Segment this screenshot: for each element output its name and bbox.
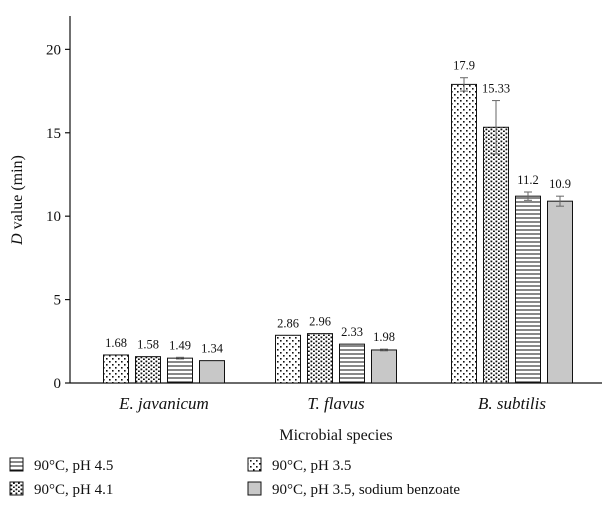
legend-label: 90°C, pH 3.5, sodium benzoate xyxy=(272,482,460,498)
legend-label: 90°C, pH 4.1 xyxy=(34,482,113,498)
data-label: 1.34 xyxy=(201,342,224,356)
data-label: 10.9 xyxy=(549,177,571,191)
legend-swatch xyxy=(9,457,24,472)
bar xyxy=(547,200,573,384)
x-category-label: T. flavus xyxy=(307,394,365,413)
y-axis-title-rest: value (min) xyxy=(9,155,26,233)
x-category-labels: E. javanicum T. flavus B. subtilis xyxy=(118,394,546,413)
y-tick-label: 5 xyxy=(54,293,62,309)
y-tick-label: 10 xyxy=(46,209,61,225)
x-axis-title: Microbial species xyxy=(279,427,392,444)
bar xyxy=(275,334,301,384)
data-label: 17.9 xyxy=(453,59,475,73)
data-label: 11.2 xyxy=(517,173,538,187)
bar xyxy=(135,356,161,384)
data-label: 2.33 xyxy=(341,325,363,339)
x-category-label: E. javanicum xyxy=(118,394,209,413)
legend-label: 90°C, pH 3.5 xyxy=(272,458,351,474)
y-tick-label: 0 xyxy=(54,376,62,392)
data-label: 1.68 xyxy=(105,336,127,350)
data-label: 15.33 xyxy=(482,82,510,96)
data-label: 2.96 xyxy=(309,315,331,329)
y-ticks: 0 5 10 15 20 xyxy=(46,42,70,392)
y-axis-title-italic: D xyxy=(9,233,26,246)
bar xyxy=(339,343,365,384)
data-label: 1.58 xyxy=(137,338,159,352)
legend-swatch xyxy=(247,457,262,472)
data-label: 1.98 xyxy=(373,330,395,344)
bar xyxy=(167,357,193,384)
x-category-label: B. subtilis xyxy=(478,394,546,413)
bar xyxy=(103,354,129,384)
legend-swatch xyxy=(9,481,24,496)
bar xyxy=(483,126,509,384)
legend-label: 90°C, pH 4.5 xyxy=(34,458,113,474)
y-tick-label: 20 xyxy=(46,42,61,58)
legend-swatch xyxy=(247,481,262,496)
bars: 1.68 1.58 1.49 1.34 2.86 2.96 2.33 1.98 17.9 15.3… xyxy=(103,59,573,384)
data-label: 1.49 xyxy=(169,338,191,352)
bar xyxy=(451,83,477,384)
bar xyxy=(307,333,333,384)
y-tick-label: 15 xyxy=(46,126,61,142)
plot-area: 0 5 10 15 20 1.68 1.58 1.49 1.34 2.86 2.96 2.33 1.9… xyxy=(46,16,602,413)
data-label: 2.86 xyxy=(277,316,299,330)
bar xyxy=(199,360,225,384)
legend: 90°C, pH 4.5 90°C, pH 3.5 90°C, pH 4.1 90°C… xyxy=(9,457,460,498)
bar xyxy=(371,349,397,384)
bar xyxy=(515,195,541,384)
y-axis-title: D value (min) xyxy=(9,155,26,246)
